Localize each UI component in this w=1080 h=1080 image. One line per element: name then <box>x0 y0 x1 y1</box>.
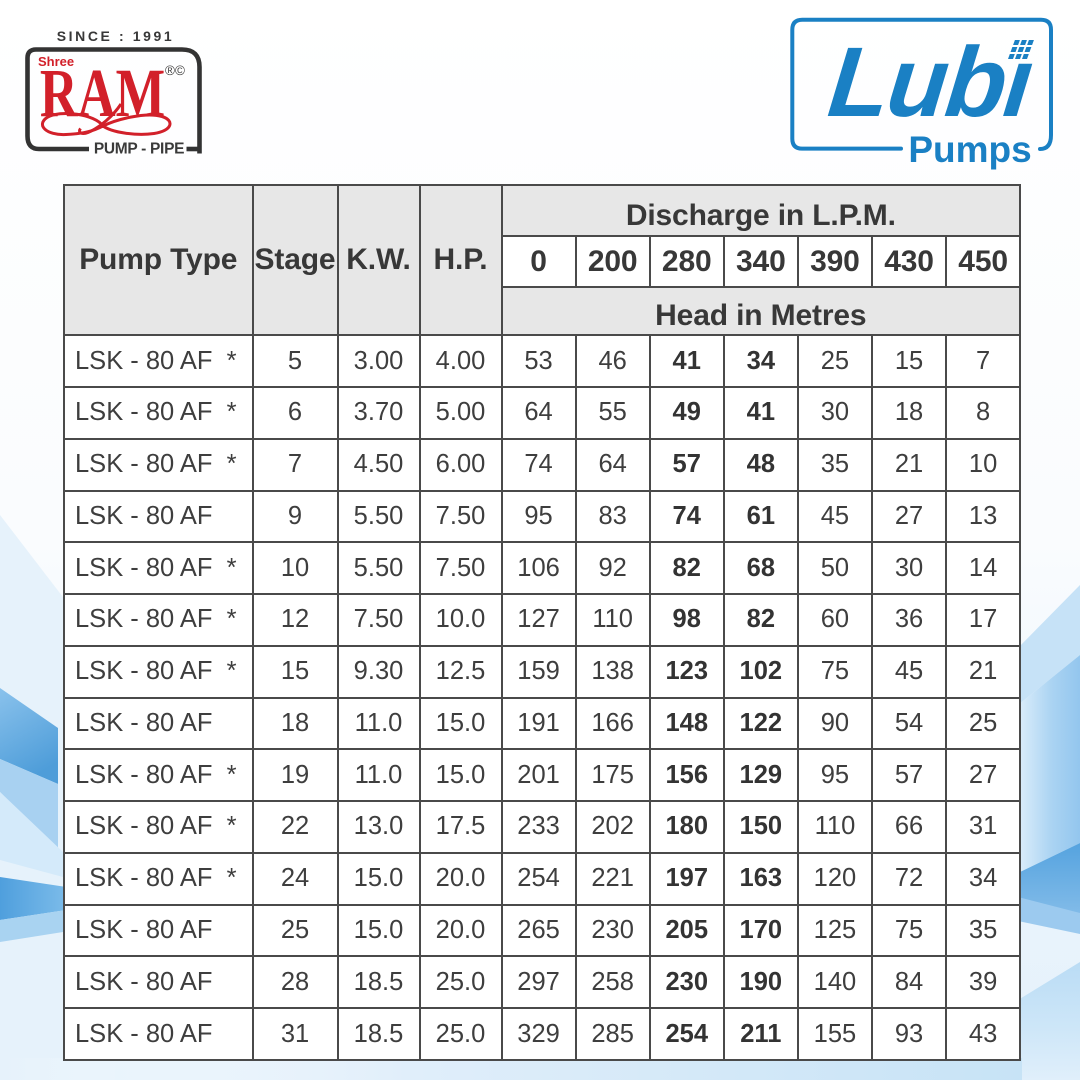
svg-text:RAM: RAM <box>40 55 165 132</box>
svg-text:®©: ®© <box>165 63 185 78</box>
svg-text:Lubı: Lubı <box>824 27 1037 138</box>
svg-text:PUMP - PIPE: PUMP - PIPE <box>94 141 184 158</box>
svg-text:SINCE : 1991: SINCE : 1991 <box>57 28 175 44</box>
svg-text:Shree: Shree <box>38 54 74 69</box>
svg-text:Pumps: Pumps <box>908 129 1031 170</box>
